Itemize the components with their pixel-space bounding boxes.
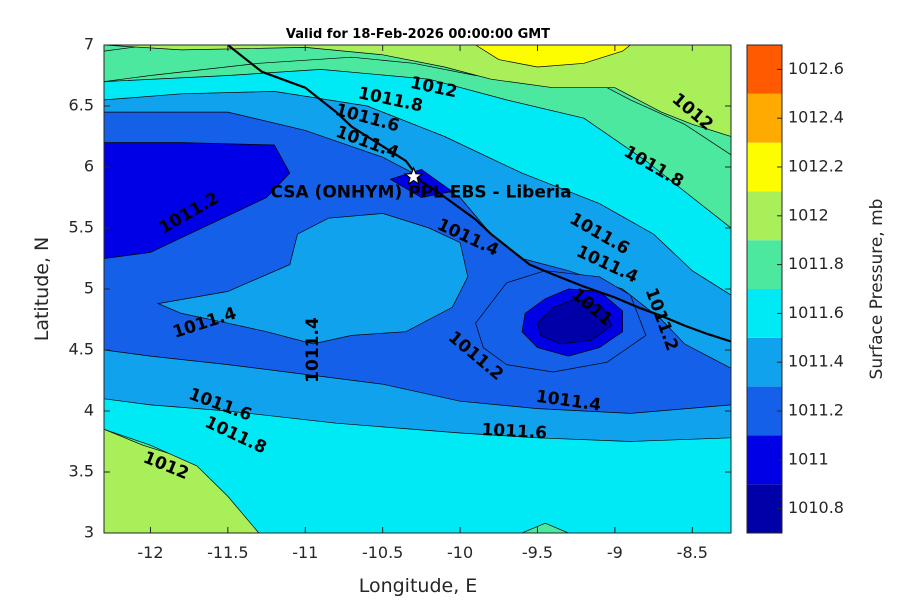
x-tick-label: -8.5 bbox=[677, 543, 708, 562]
contour-region-11 bbox=[104, 142, 291, 259]
x-tick-label: -11 bbox=[292, 543, 318, 562]
colorbar-tick-label: 1012 bbox=[788, 205, 829, 224]
x-tick-label: -11.5 bbox=[207, 543, 248, 562]
y-tick-label: 4.5 bbox=[69, 340, 94, 359]
colorbar-swatch bbox=[747, 289, 782, 338]
x-tick-label: -12 bbox=[137, 543, 163, 562]
x-axis-label: Longitude, E bbox=[359, 575, 478, 597]
colorbar-tick-label: 1012.4 bbox=[788, 108, 844, 127]
x-tick-label: -9 bbox=[607, 543, 623, 562]
colorbar-swatch bbox=[747, 93, 782, 143]
colorbar-swatch bbox=[747, 240, 782, 289]
colorbar-swatch bbox=[747, 191, 782, 241]
colorbar-tick-label: 1011.6 bbox=[788, 303, 844, 322]
colorbar-tick-label: 1011.2 bbox=[788, 401, 844, 420]
colorbar-swatch bbox=[747, 45, 782, 94]
site-star-icon bbox=[403, 166, 424, 186]
y-tick-label: 6.5 bbox=[69, 96, 94, 115]
colorbar-tick-label: 1011.8 bbox=[788, 254, 844, 273]
coastline-line bbox=[227, 45, 731, 343]
colorbar: 1010.8 1011 1011.2 1011.4 1011.6 1011.8 1012 10… bbox=[746, 44, 844, 534]
colorbar-frame bbox=[746, 44, 783, 534]
x-axis-ticks: -12 -11.5 -11 -10.5 -10 -9.5 -9 -8.5 bbox=[137, 45, 708, 562]
colorbar-swatch bbox=[747, 484, 782, 533]
y-axis-label: Latitude, N bbox=[31, 237, 53, 342]
y-tick-label: 6 bbox=[84, 157, 94, 176]
contour-label: 1011.6 bbox=[481, 420, 548, 443]
contour-region-3 bbox=[474, 45, 631, 68]
coastline bbox=[227, 45, 731, 343]
colorbar-swatch bbox=[747, 142, 782, 192]
colorbar-tick-label: 1010.8 bbox=[788, 498, 844, 517]
colorbar-tick-label: 1011.4 bbox=[788, 352, 844, 371]
y-tick-label: 5 bbox=[84, 279, 94, 298]
site-marker: CSA (ONHYM) PPL EBS - Liberia bbox=[270, 166, 572, 203]
chart-title: Valid for 18-Feb-2026 00:00:00 GMT bbox=[286, 27, 550, 42]
colorbar-swatch bbox=[747, 337, 782, 387]
contour-region-10 bbox=[537, 298, 613, 345]
contour-label: 1011.4 bbox=[303, 317, 323, 383]
y-axis-ticks: 3 3.5 4 4.5 5 5.5 6 6.5 7 bbox=[69, 35, 731, 542]
site-label: CSA (ONHYM) PPL EBS - Liberia bbox=[270, 183, 571, 203]
y-tick-label: 3 bbox=[84, 523, 94, 542]
y-tick-label: 5.5 bbox=[69, 218, 94, 237]
colorbar-label: Surface Pressure, mb bbox=[867, 199, 887, 380]
x-tick-label: -9.5 bbox=[522, 543, 553, 562]
colorbar-swatch bbox=[747, 386, 782, 436]
colorbar-tick-label: 1012.6 bbox=[788, 59, 844, 78]
y-tick-label: 4 bbox=[84, 401, 94, 420]
colorbar-swatch bbox=[747, 435, 782, 485]
contour-fills bbox=[104, 45, 731, 533]
y-tick-label: 3.5 bbox=[69, 462, 94, 481]
y-tick-label: 7 bbox=[84, 35, 94, 54]
contour-region-7 bbox=[156, 213, 469, 345]
x-tick-label: -10.5 bbox=[362, 543, 403, 562]
colorbar-tick-label: 1011 bbox=[788, 449, 829, 468]
x-tick-label: -10 bbox=[447, 543, 473, 562]
colorbar-tick-label: 1012.2 bbox=[788, 157, 844, 176]
